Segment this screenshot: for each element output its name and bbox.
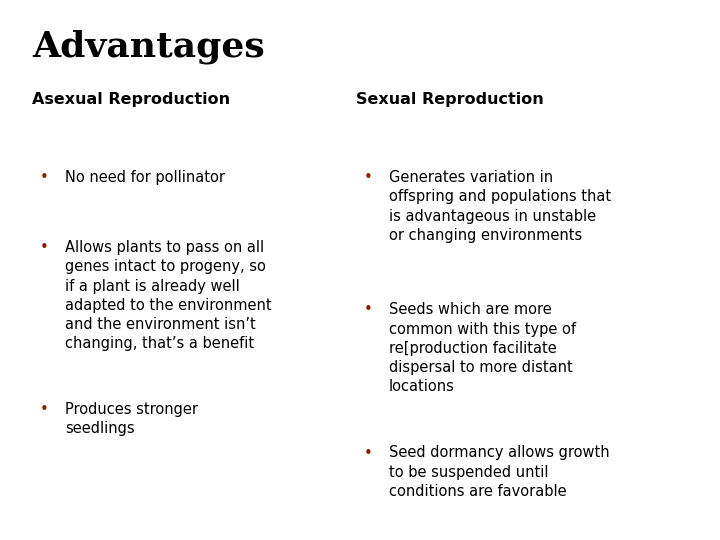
Text: Advantages: Advantages — [32, 30, 265, 64]
Text: Produces stronger
seedlings: Produces stronger seedlings — [65, 402, 198, 436]
Text: Generates variation in
offspring and populations that
is advantageous in unstabl: Generates variation in offspring and pop… — [389, 170, 611, 242]
Text: Seeds which are more
common with this type of
re[production facilitate
dispersal: Seeds which are more common with this ty… — [389, 302, 576, 394]
Text: •: • — [40, 402, 48, 417]
Text: No need for pollinator: No need for pollinator — [65, 170, 225, 185]
Text: •: • — [364, 446, 372, 461]
Text: Sexual Reproduction: Sexual Reproduction — [356, 92, 544, 107]
Text: Asexual Reproduction: Asexual Reproduction — [32, 92, 230, 107]
Text: Allows plants to pass on all
genes intact to progeny, so
if a plant is already w: Allows plants to pass on all genes intac… — [65, 240, 271, 352]
Text: •: • — [364, 170, 372, 185]
Text: Seed dormancy allows growth
to be suspended until
conditions are favorable: Seed dormancy allows growth to be suspen… — [389, 446, 609, 499]
Text: •: • — [40, 240, 48, 255]
Text: •: • — [364, 302, 372, 318]
Text: •: • — [40, 170, 48, 185]
